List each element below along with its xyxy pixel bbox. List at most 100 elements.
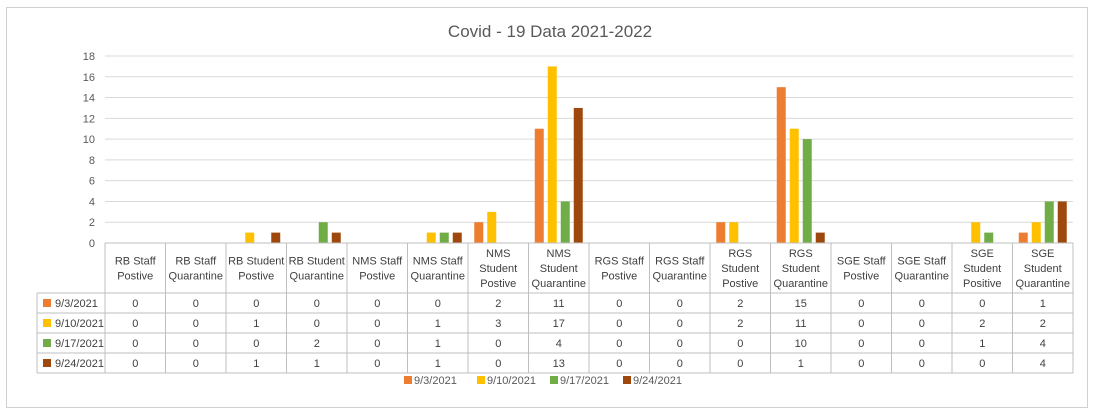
table-cell-value: 0 (132, 358, 138, 370)
table-cell-value: 1 (979, 338, 985, 350)
table-cell-value: 0 (858, 318, 864, 330)
y-tick-label: 16 (83, 72, 95, 84)
table-cell-value: 0 (858, 358, 864, 370)
table-cell-value: 0 (314, 298, 320, 310)
legend-swatch (550, 376, 558, 384)
table-cell-value: 1 (253, 358, 259, 370)
y-tick-label: 6 (89, 176, 95, 188)
category-label: NMS Student Quarantine (532, 248, 586, 290)
table-cell-value: 0 (495, 358, 501, 370)
chart-title: Covid - 19 Data 2021-2022 (448, 22, 652, 41)
y-tick-label: 12 (83, 113, 95, 125)
table-cell-value: 0 (132, 318, 138, 330)
covid-chart: Covid - 19 Data 2021-2022 02468101214161… (36, 22, 1074, 387)
bar (802, 139, 812, 243)
table-cell-value: 1 (1040, 298, 1046, 310)
legend-swatch (477, 376, 485, 384)
legend-label: 9/24/2021 (633, 375, 682, 387)
bar (245, 232, 255, 243)
bar (318, 222, 328, 243)
table-cell-value: 0 (677, 298, 683, 310)
table-cell-value: 0 (979, 358, 985, 370)
bar (1031, 222, 1041, 243)
legend-label: 9/10/2021 (487, 375, 536, 387)
legend-item: 9/3/2021 (404, 375, 457, 387)
y-tick-label: 0 (89, 238, 95, 250)
table-cell-value: 2 (737, 298, 743, 310)
table-cell-value: 1 (798, 358, 804, 370)
table-cell-value: 0 (193, 358, 199, 370)
bar (271, 232, 281, 243)
y-tick-label: 4 (89, 196, 95, 208)
bar (534, 128, 544, 243)
category-label: SGE Student Positive (963, 248, 1002, 290)
table-cell-value: 0 (737, 358, 743, 370)
table-cell-value: 0 (919, 298, 925, 310)
bar (439, 232, 449, 243)
legend-item: 9/24/2021 (623, 375, 682, 387)
table-cell-value: 0 (677, 358, 683, 370)
bar (452, 232, 462, 243)
bar (971, 222, 981, 243)
table-cell-value: 0 (677, 318, 683, 330)
table-cell-value: 0 (435, 298, 441, 310)
category-label: SGE Student Quarantine (1016, 248, 1070, 290)
table-cell-value: 1 (435, 338, 441, 350)
category-label: RGS Student Quarantine (774, 248, 828, 290)
y-tick-label: 8 (89, 155, 95, 167)
legend-swatch (623, 376, 631, 384)
bar (331, 232, 341, 243)
y-tick-label: 10 (83, 134, 95, 146)
table-cell-value: 0 (616, 298, 622, 310)
legend-key-swatch (43, 339, 51, 347)
table-cell-value: 0 (132, 338, 138, 350)
category-label: SGE Staff Postive (837, 256, 887, 283)
table-cell-value: 0 (616, 318, 622, 330)
table-cell-value: 2 (1040, 318, 1046, 330)
table-cell-value: 4 (556, 338, 562, 350)
table-cell-value: 10 (795, 338, 807, 350)
table-cell-value: 0 (193, 338, 199, 350)
legend-label: 9/3/2021 (414, 375, 457, 387)
table-cell-value: 0 (253, 338, 259, 350)
table-cell-value: 0 (495, 338, 501, 350)
table-cell-value: 11 (795, 318, 806, 330)
table-cell-value: 0 (737, 338, 743, 350)
table-cell-value: 1 (435, 318, 441, 330)
table-cell-value: 0 (616, 358, 622, 370)
category-label: RB Staff Quarantine (169, 256, 223, 283)
table-cell-value: 0 (193, 298, 199, 310)
category-label: SGE Staff Quarantine (895, 256, 949, 283)
bar (573, 107, 583, 243)
bar (1044, 201, 1054, 243)
category-label: NMS Staff Postive (352, 256, 403, 283)
bar (547, 66, 557, 243)
table-cell-value: 0 (374, 358, 380, 370)
bar (815, 232, 825, 243)
table-cell-value: 0 (919, 318, 925, 330)
bar (1018, 232, 1028, 243)
bar (984, 232, 994, 243)
table-cell-value: 0 (979, 298, 985, 310)
table-cell-value: 0 (616, 338, 622, 350)
table-cell-value: 15 (795, 298, 807, 310)
bar (716, 222, 726, 243)
y-tick-label: 14 (83, 93, 95, 105)
y-tick-label: 2 (89, 217, 95, 229)
bar (776, 87, 786, 244)
table-cell-value: 13 (553, 358, 565, 370)
table-cell-value: 3 (495, 318, 501, 330)
table-cell-value: 0 (374, 338, 380, 350)
table-cell-value: 0 (919, 358, 925, 370)
legend-item: 9/10/2021 (477, 375, 536, 387)
table-cell-value: 1 (253, 318, 259, 330)
table-cell-value: 1 (314, 358, 320, 370)
y-tick-label: 18 (83, 51, 95, 63)
bar (487, 211, 497, 243)
bar (560, 201, 570, 243)
legend-swatch (404, 376, 412, 384)
category-label: NMS Staff Quarantine (411, 256, 465, 283)
category-label: RB Student Quarantine (289, 256, 345, 283)
table-cell-value: 4 (1040, 358, 1046, 370)
table-cell-value: 0 (374, 318, 380, 330)
